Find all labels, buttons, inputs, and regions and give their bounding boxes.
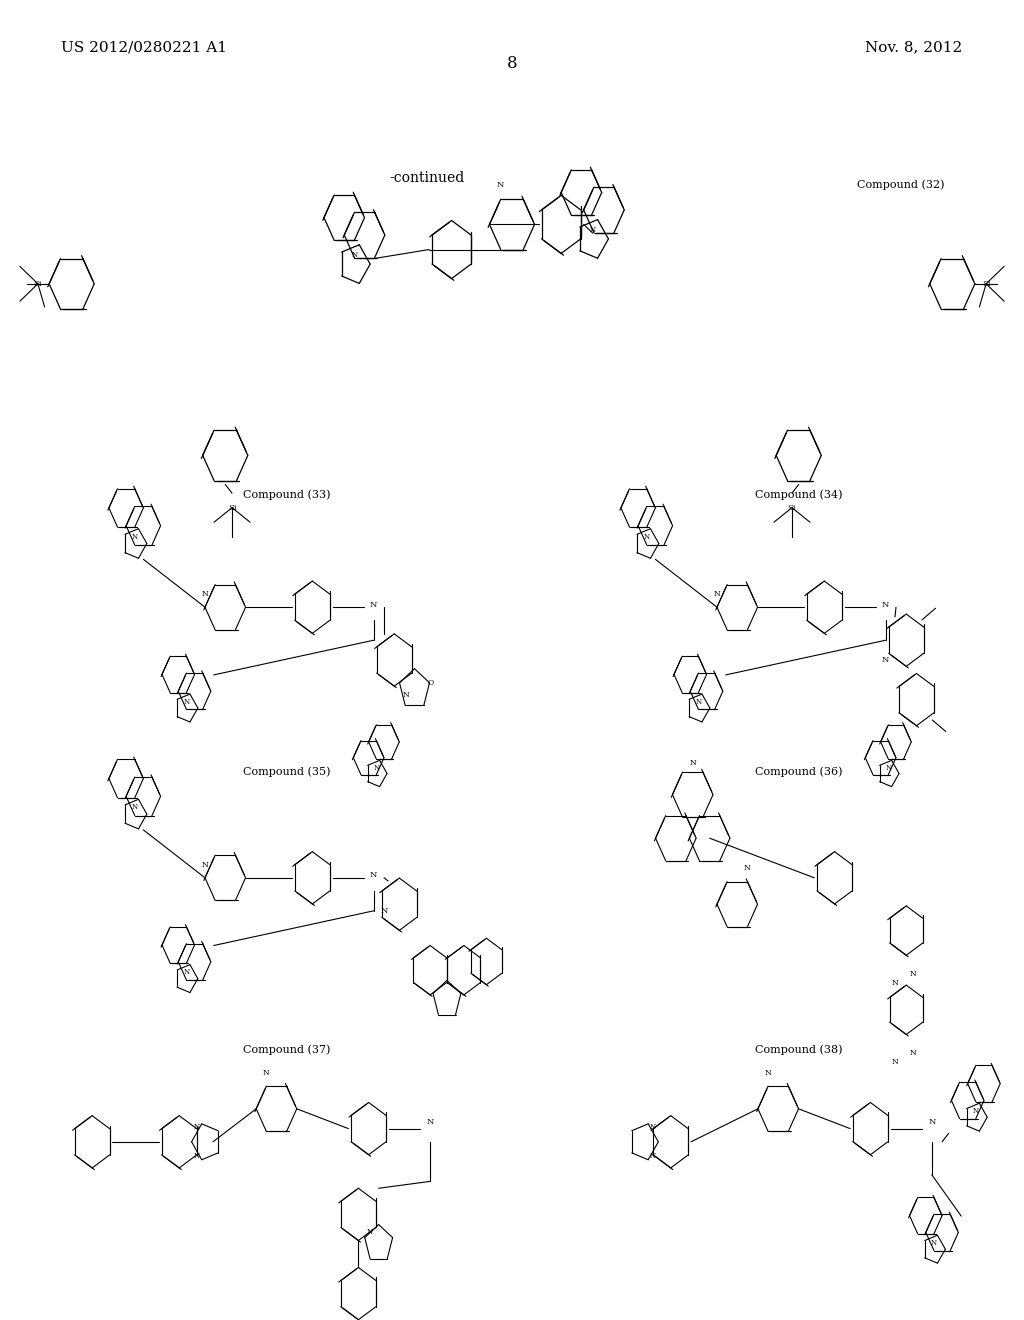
- Text: Si: Si: [982, 280, 990, 288]
- Text: Compound (36): Compound (36): [755, 767, 843, 777]
- Text: N: N: [202, 861, 208, 869]
- Text: N: N: [892, 979, 898, 987]
- Text: N: N: [132, 533, 138, 541]
- Text: N: N: [195, 1152, 201, 1160]
- Text: Compound (34): Compound (34): [755, 490, 843, 500]
- Text: Si: Si: [787, 504, 797, 512]
- Text: N: N: [351, 251, 357, 259]
- Text: N: N: [380, 907, 388, 915]
- Text: N: N: [644, 533, 650, 541]
- Text: 8: 8: [507, 55, 517, 71]
- Text: N: N: [132, 804, 138, 812]
- Text: N: N: [714, 590, 720, 598]
- Text: N: N: [402, 690, 409, 698]
- Text: N: N: [367, 1228, 373, 1236]
- Text: N: N: [882, 656, 890, 664]
- Text: N: N: [928, 1118, 936, 1126]
- Text: US 2012/0280221 A1: US 2012/0280221 A1: [61, 41, 227, 54]
- Text: N: N: [931, 1239, 937, 1247]
- Text: N: N: [765, 1069, 771, 1077]
- Text: Compound (32): Compound (32): [857, 180, 945, 190]
- Text: N: N: [882, 601, 890, 609]
- Text: N: N: [649, 1123, 655, 1131]
- Text: N: N: [373, 763, 379, 772]
- Text: Compound (35): Compound (35): [243, 767, 331, 777]
- Text: N: N: [909, 970, 916, 978]
- Text: N: N: [195, 1123, 201, 1131]
- Text: N: N: [909, 1049, 916, 1057]
- Text: N: N: [370, 871, 378, 879]
- Text: N: N: [183, 698, 189, 706]
- Text: N: N: [885, 763, 891, 772]
- Text: Si: Si: [227, 504, 237, 512]
- Text: N: N: [695, 698, 701, 706]
- Text: N: N: [263, 1069, 269, 1077]
- Text: N: N: [689, 759, 696, 767]
- Text: Compound (33): Compound (33): [243, 490, 331, 500]
- Text: Compound (38): Compound (38): [755, 1044, 843, 1055]
- Text: Si: Si: [34, 280, 42, 288]
- Text: N: N: [202, 590, 208, 598]
- Text: N: N: [497, 181, 505, 189]
- Text: O: O: [427, 680, 433, 688]
- Text: N: N: [590, 226, 596, 234]
- Text: -continued: -continued: [389, 172, 464, 185]
- Text: N: N: [892, 1059, 898, 1067]
- Text: N: N: [370, 601, 378, 609]
- Text: N: N: [744, 865, 751, 873]
- Text: N: N: [649, 1152, 655, 1160]
- Text: Compound (37): Compound (37): [243, 1044, 331, 1055]
- Text: N: N: [183, 969, 189, 977]
- Text: N: N: [426, 1118, 434, 1126]
- Text: Nov. 8, 2012: Nov. 8, 2012: [865, 41, 963, 54]
- Text: N: N: [973, 1107, 979, 1115]
